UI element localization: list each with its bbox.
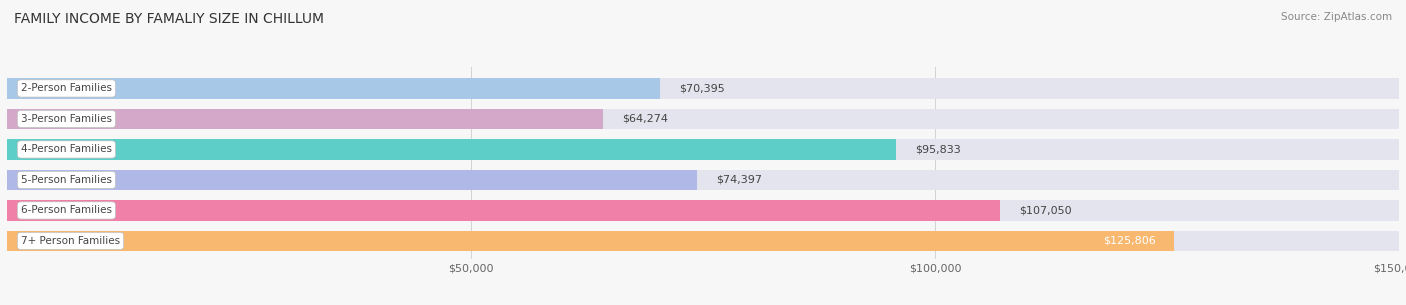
Bar bbox=[7, 200, 1001, 221]
Text: $107,050: $107,050 bbox=[1019, 206, 1071, 215]
Bar bbox=[7, 109, 1399, 129]
Bar bbox=[7, 231, 1399, 251]
Bar bbox=[7, 109, 603, 129]
Text: Source: ZipAtlas.com: Source: ZipAtlas.com bbox=[1281, 12, 1392, 22]
Bar bbox=[7, 139, 896, 160]
Text: $125,806: $125,806 bbox=[1104, 236, 1156, 246]
Text: 6-Person Families: 6-Person Families bbox=[21, 206, 112, 215]
Text: $64,274: $64,274 bbox=[621, 114, 668, 124]
Text: $70,395: $70,395 bbox=[679, 84, 724, 93]
Bar bbox=[7, 170, 1399, 190]
Text: $74,397: $74,397 bbox=[716, 175, 762, 185]
Bar bbox=[7, 78, 1399, 99]
Bar bbox=[7, 231, 1174, 251]
Text: 3-Person Families: 3-Person Families bbox=[21, 114, 112, 124]
Text: 7+ Person Families: 7+ Person Families bbox=[21, 236, 120, 246]
Bar bbox=[7, 170, 697, 190]
Bar bbox=[7, 200, 1399, 221]
Text: 2-Person Families: 2-Person Families bbox=[21, 84, 112, 93]
Text: $95,833: $95,833 bbox=[915, 145, 960, 154]
Text: 4-Person Families: 4-Person Families bbox=[21, 145, 112, 154]
Bar bbox=[7, 78, 661, 99]
Text: 5-Person Families: 5-Person Families bbox=[21, 175, 112, 185]
Bar bbox=[7, 139, 1399, 160]
Text: FAMILY INCOME BY FAMALIY SIZE IN CHILLUM: FAMILY INCOME BY FAMALIY SIZE IN CHILLUM bbox=[14, 12, 323, 26]
